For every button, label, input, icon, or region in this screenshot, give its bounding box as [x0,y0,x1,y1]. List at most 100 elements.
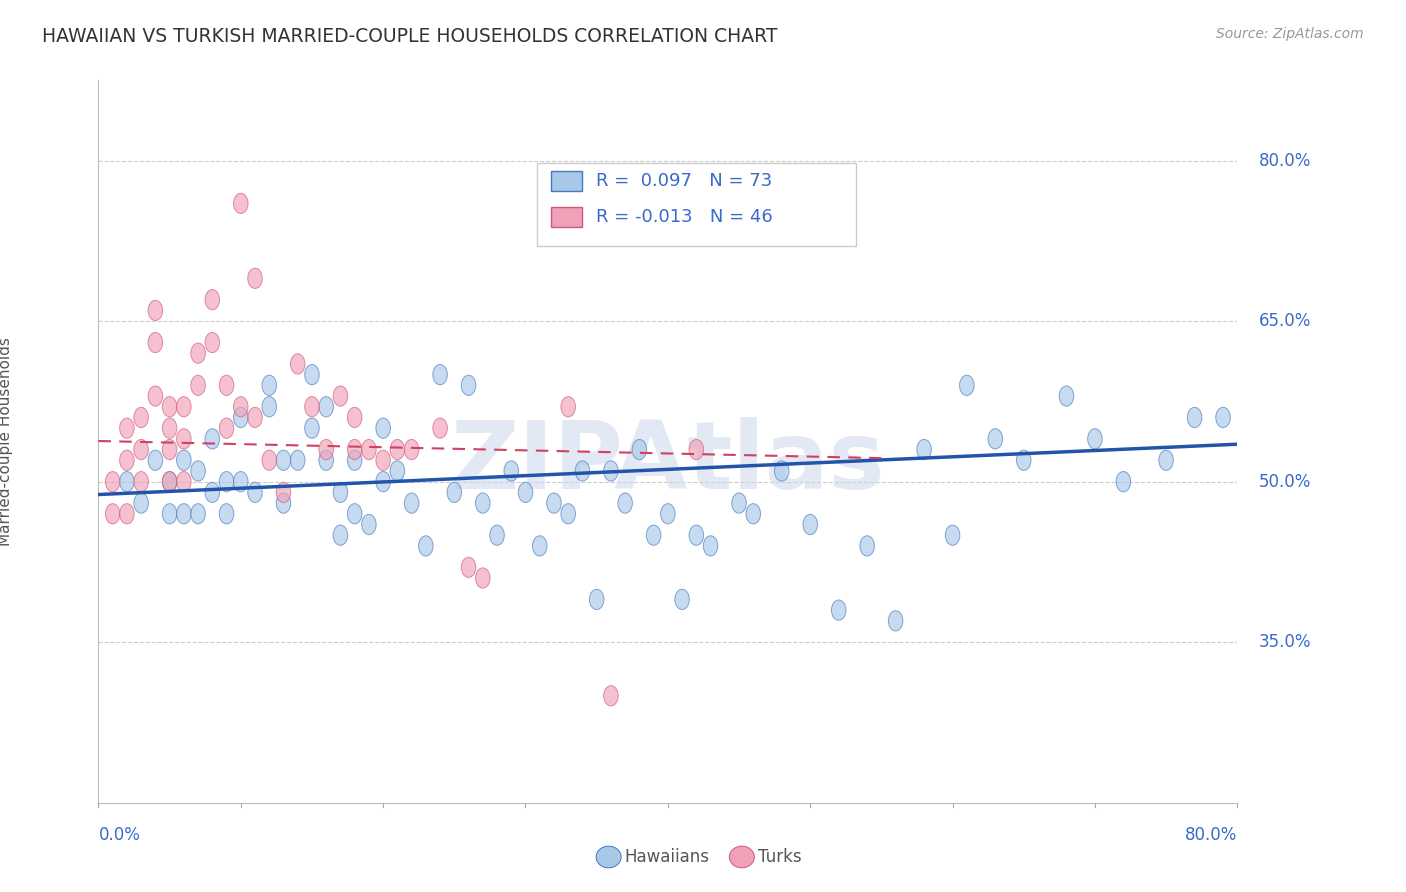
Ellipse shape [276,450,291,470]
Ellipse shape [703,536,718,556]
Ellipse shape [177,397,191,417]
Ellipse shape [433,365,447,384]
Ellipse shape [276,493,291,513]
Ellipse shape [561,504,575,524]
FancyBboxPatch shape [551,207,582,227]
Ellipse shape [262,397,277,417]
Ellipse shape [1187,408,1202,427]
FancyBboxPatch shape [551,170,582,191]
Ellipse shape [134,408,149,427]
Ellipse shape [148,450,163,470]
Ellipse shape [162,472,177,491]
Ellipse shape [945,525,960,545]
Ellipse shape [191,343,205,363]
Ellipse shape [1017,450,1031,470]
Ellipse shape [730,847,755,868]
Ellipse shape [547,493,561,513]
Ellipse shape [319,450,333,470]
Ellipse shape [205,483,219,502]
Ellipse shape [959,376,974,395]
Ellipse shape [148,333,163,352]
Ellipse shape [120,472,134,491]
Ellipse shape [489,525,505,545]
Ellipse shape [205,290,219,310]
Ellipse shape [162,504,177,524]
Ellipse shape [276,483,291,502]
Ellipse shape [405,440,419,459]
Ellipse shape [162,472,177,491]
Ellipse shape [148,386,163,406]
Ellipse shape [1088,429,1102,449]
Text: 65.0%: 65.0% [1258,312,1310,330]
Ellipse shape [347,450,361,470]
Ellipse shape [291,450,305,470]
Ellipse shape [305,418,319,438]
Ellipse shape [361,515,377,534]
Text: R =  0.097   N = 73: R = 0.097 N = 73 [596,172,772,190]
Ellipse shape [831,600,846,620]
Ellipse shape [305,365,319,384]
Ellipse shape [247,268,263,288]
Ellipse shape [291,354,305,374]
Text: 35.0%: 35.0% [1258,633,1312,651]
Ellipse shape [177,504,191,524]
Ellipse shape [319,397,333,417]
Ellipse shape [988,429,1002,449]
Ellipse shape [177,450,191,470]
Ellipse shape [333,525,347,545]
Ellipse shape [917,440,931,459]
Ellipse shape [148,301,163,320]
Text: Source: ZipAtlas.com: Source: ZipAtlas.com [1216,27,1364,41]
Ellipse shape [447,483,461,502]
Ellipse shape [134,472,149,491]
Ellipse shape [134,440,149,459]
Ellipse shape [589,590,605,609]
Ellipse shape [475,493,491,513]
Ellipse shape [262,450,277,470]
Ellipse shape [405,493,419,513]
Ellipse shape [1159,450,1174,470]
Ellipse shape [433,418,447,438]
Ellipse shape [731,493,747,513]
Ellipse shape [747,504,761,524]
Ellipse shape [860,536,875,556]
Ellipse shape [177,429,191,449]
Ellipse shape [375,450,391,470]
Ellipse shape [633,440,647,459]
Ellipse shape [689,440,703,459]
Ellipse shape [347,440,361,459]
Ellipse shape [205,429,219,449]
Ellipse shape [233,397,247,417]
Ellipse shape [1059,386,1074,406]
Ellipse shape [603,461,619,481]
Text: ZIPAtlas: ZIPAtlas [450,417,886,509]
Text: R = -0.013   N = 46: R = -0.013 N = 46 [596,208,773,226]
Ellipse shape [375,472,391,491]
Ellipse shape [219,376,233,395]
Ellipse shape [419,536,433,556]
Text: 50.0%: 50.0% [1258,473,1310,491]
Ellipse shape [120,450,134,470]
Ellipse shape [219,504,233,524]
Ellipse shape [162,397,177,417]
Text: 0.0%: 0.0% [98,826,141,845]
Ellipse shape [503,461,519,481]
Ellipse shape [177,472,191,491]
Ellipse shape [1116,472,1130,491]
Text: HAWAIIAN VS TURKISH MARRIED-COUPLE HOUSEHOLDS CORRELATION CHART: HAWAIIAN VS TURKISH MARRIED-COUPLE HOUSE… [42,27,778,45]
Ellipse shape [389,461,405,481]
Ellipse shape [333,386,347,406]
Ellipse shape [1216,408,1230,427]
Ellipse shape [120,504,134,524]
Ellipse shape [561,397,575,417]
Ellipse shape [191,504,205,524]
Ellipse shape [461,376,475,395]
Ellipse shape [205,333,219,352]
Ellipse shape [775,461,789,481]
Ellipse shape [233,408,247,427]
Ellipse shape [389,440,405,459]
Ellipse shape [675,590,689,609]
Ellipse shape [191,376,205,395]
Ellipse shape [105,504,120,524]
Ellipse shape [333,483,347,502]
